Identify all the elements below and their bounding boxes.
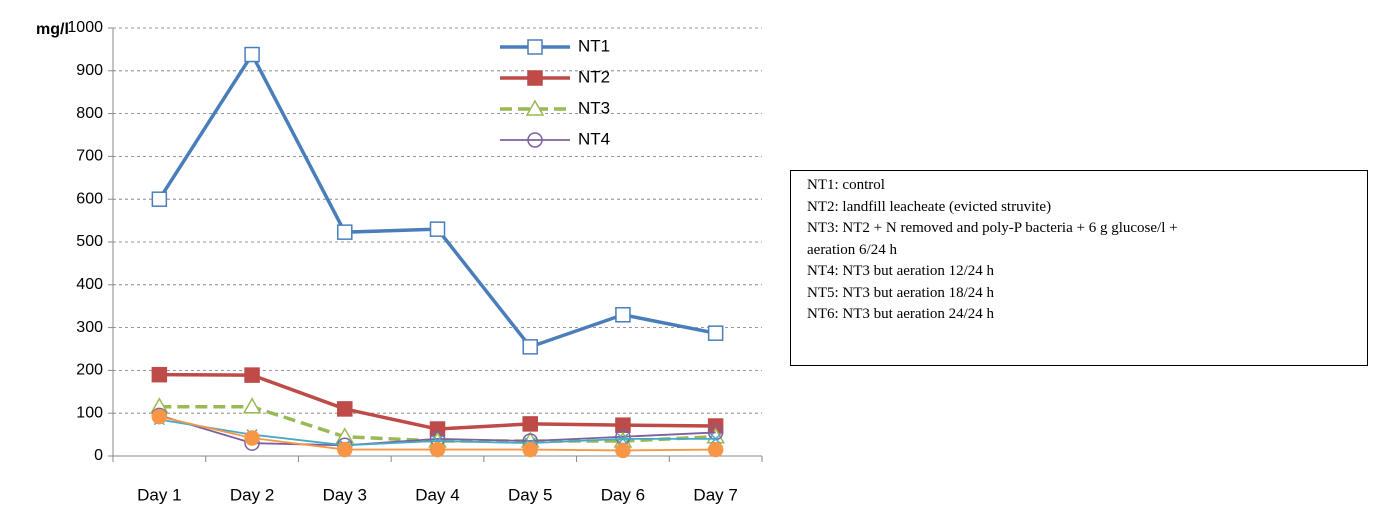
note-line: NT6: NT3 but aeration 24/24 h: [807, 306, 995, 322]
x-tick-label: Day 2: [230, 485, 274, 504]
marker: [244, 46, 260, 63]
marker: [151, 408, 168, 425]
y-tick-label: 900: [76, 62, 103, 79]
marker: [244, 430, 260, 446]
note-line: NT3: NT2 + N removed and poly-P bacteria…: [807, 220, 1178, 236]
legend-marker: [527, 132, 543, 148]
y-tick-label: 800: [76, 105, 103, 122]
marker: [244, 367, 260, 383]
note-line: NT5: NT3 but aeration 18/24 h: [807, 284, 995, 301]
marker: [337, 401, 353, 417]
series-line: [159, 372, 716, 431]
y-tick-label: 0: [94, 447, 103, 464]
x-tick-label: Day 5: [508, 485, 552, 504]
marker: [429, 441, 446, 458]
marker: [151, 366, 168, 383]
x-tick-label: Day 3: [323, 485, 367, 504]
legend-marker: [527, 39, 543, 55]
marker: [707, 441, 724, 458]
legend-marker: [525, 99, 545, 116]
x-tick-label: Day 4: [415, 485, 459, 504]
marker: [337, 441, 353, 458]
legend-label: NT2: [578, 67, 610, 86]
marker: [615, 307, 631, 323]
note-line: NT2: landfill leacheate (evicted struvit…: [807, 198, 1052, 215]
marker: [710, 433, 722, 445]
y-tick-label: 300: [76, 319, 103, 336]
marker: [615, 442, 631, 459]
marker: [522, 339, 538, 355]
note-line: aeration 6/24 h: [807, 241, 897, 258]
y-tick-label: 100: [76, 404, 103, 421]
marker: [707, 325, 724, 341]
y-tick-label: 200: [76, 362, 103, 379]
marker: [151, 191, 168, 207]
series-line: [157, 51, 716, 349]
x-tick-label: Day 7: [693, 485, 737, 504]
note-line: NT1: control: [807, 177, 885, 193]
marker: [337, 224, 353, 240]
marker: [429, 221, 446, 237]
marker: [617, 433, 629, 445]
marker: [242, 397, 262, 414]
y-axis-label: mg/l: [36, 21, 69, 38]
y-tick-label: 600: [76, 190, 103, 207]
y-tick-label: 400: [76, 276, 103, 293]
legend-label: NT4: [578, 129, 610, 148]
note-line: NT4: NT3 but aeration 12/24 h: [807, 263, 995, 279]
note-box: NT1: control NT2: landfill leacheate (evi…: [790, 170, 1368, 366]
y-tick-label: 500: [76, 233, 103, 250]
marker: [522, 416, 538, 432]
x-tick-label: Day 1: [137, 485, 181, 504]
y-tick-label: 700: [76, 148, 103, 165]
y-tick-label: 1000: [67, 19, 103, 36]
x-tick-label: Day 6: [601, 485, 645, 504]
legend-label: NT3: [578, 98, 610, 117]
marker: [522, 441, 538, 458]
legend-label: NT1: [578, 36, 610, 55]
legend-marker: [527, 70, 543, 86]
